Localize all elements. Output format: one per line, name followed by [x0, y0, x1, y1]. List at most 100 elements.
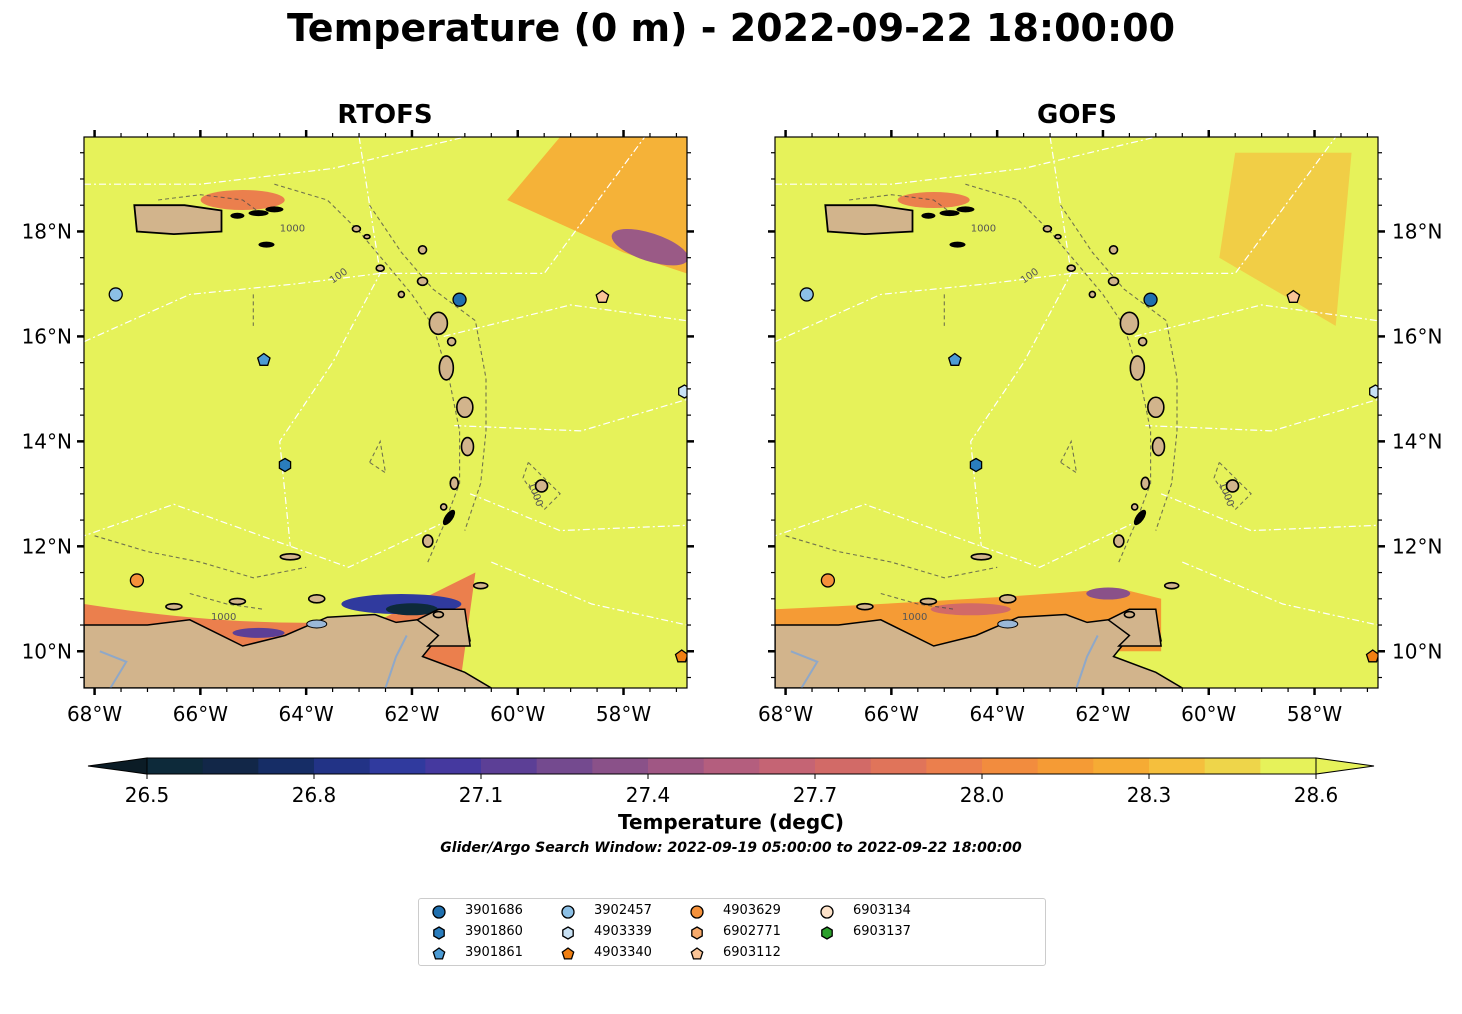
island — [1113, 534, 1125, 548]
lagoon — [306, 619, 328, 629]
legend-marker-icon — [561, 947, 575, 960]
colorbar-segment — [703, 758, 760, 774]
island — [428, 311, 449, 336]
float-marker-3901686 — [452, 292, 467, 307]
lat-tick-label: 12°N — [22, 534, 72, 558]
colorbar-tick-label: 27.4 — [626, 783, 671, 807]
island — [1151, 436, 1166, 457]
legend-marker-icon — [432, 947, 446, 960]
island — [1130, 503, 1139, 511]
island — [919, 597, 938, 606]
island — [856, 602, 874, 611]
legend-marker-shape — [821, 926, 833, 940]
island — [449, 476, 460, 491]
eez-boundary — [1160, 493, 1378, 532]
island — [1225, 479, 1240, 493]
grenadines — [442, 509, 456, 526]
isobath-contour — [1060, 439, 1078, 474]
legend-label: 4903339 — [594, 924, 652, 939]
river — [790, 650, 819, 688]
warm-anomaly-ne — [1219, 152, 1352, 326]
figure-title: Temperature (0 m) - 2022-09-22 18:00:00 — [286, 6, 1176, 50]
float-marker-3901860 — [278, 457, 292, 473]
island — [432, 610, 445, 619]
lon-tick-label: 66°W — [864, 702, 919, 726]
island — [1129, 355, 1146, 381]
island — [1163, 581, 1180, 590]
legend-marker-shape — [690, 905, 704, 919]
coldest-patch — [385, 603, 438, 616]
float-marker-3902457 — [108, 287, 123, 302]
lat-tick-label: 16°N — [22, 324, 72, 348]
colorbar-segment — [982, 758, 1039, 774]
lat-tick-label: 10°N — [1392, 639, 1442, 663]
eez-boundary — [775, 272, 1072, 343]
colorbar-segment — [369, 758, 426, 774]
eez-boundary — [1145, 398, 1378, 432]
lon-tick-label: 62°W — [384, 702, 439, 726]
legend-marker-shape — [432, 905, 446, 919]
island — [1147, 396, 1165, 419]
legend-marker-shape — [691, 926, 703, 940]
float-marker-6903112 — [595, 289, 610, 303]
colorbar-segment — [258, 758, 315, 774]
lat-tick-label: 14°N — [22, 429, 72, 453]
virgin-islands — [230, 212, 245, 219]
lon-tick-label: 60°W — [490, 702, 545, 726]
isobath-label: 1000 — [971, 223, 996, 234]
colorbar-segment — [536, 758, 593, 774]
colorbar-segment — [425, 758, 482, 774]
colorbar-tick-label: 26.5 — [125, 783, 170, 807]
eez-boundary — [84, 503, 450, 568]
colorbar-segment — [314, 758, 371, 774]
isobath-contour — [94, 535, 307, 579]
eez-boundary — [775, 503, 1141, 568]
legend-marker-shape — [562, 926, 574, 940]
legend-label: 3901860 — [465, 924, 523, 939]
legend-marker-shape — [820, 905, 834, 919]
legend-label: 3902457 — [594, 903, 652, 918]
island — [416, 276, 429, 287]
legend-label: 6903112 — [723, 945, 781, 960]
colorbar-segment — [926, 758, 983, 774]
island — [439, 503, 448, 511]
island — [375, 264, 386, 272]
colorbar-segment — [1037, 758, 1094, 774]
cool-eddy-ne — [611, 229, 687, 266]
lon-tick-label: 64°W — [279, 702, 334, 726]
colorbar-segment — [481, 758, 538, 774]
island — [1066, 264, 1077, 272]
island — [472, 581, 489, 590]
island — [1108, 245, 1119, 255]
colorbar-tick-label: 27.1 — [459, 783, 504, 807]
virgin-islands — [265, 206, 284, 213]
float-marker-4903339 — [678, 384, 687, 399]
island — [397, 290, 406, 299]
island — [422, 534, 434, 548]
float-marker-4903339 — [1369, 384, 1378, 399]
legend-label: 6903134 — [853, 903, 911, 918]
legend-marker-shape — [433, 926, 445, 940]
legend-marker-icon — [432, 905, 446, 919]
colorbar-segment — [592, 758, 649, 774]
island — [228, 597, 247, 606]
lat-tick-label: 14°N — [1392, 429, 1442, 453]
isobath-contour — [1060, 204, 1178, 531]
isobath-label: 1000 — [211, 612, 236, 623]
island — [1119, 311, 1140, 336]
isobath-contour — [849, 194, 956, 217]
isobath-contour — [1213, 462, 1252, 511]
isobath-contour — [880, 592, 955, 610]
float-marker-4903629 — [820, 573, 836, 588]
legend-marker-icon — [691, 926, 703, 940]
colorbar-segment — [1204, 758, 1261, 774]
float-marker-3901860 — [969, 457, 983, 473]
island — [417, 245, 428, 255]
panel-title-gofs: GOFS — [1037, 100, 1117, 130]
island — [307, 593, 326, 604]
virgin-islands — [949, 241, 966, 248]
eez-boundary — [1134, 304, 1378, 337]
